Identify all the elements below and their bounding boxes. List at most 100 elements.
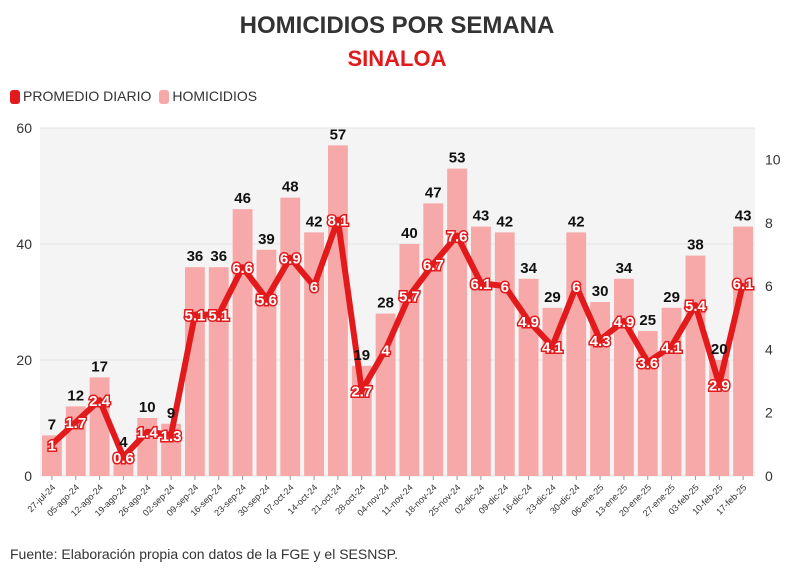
bar (542, 307, 563, 476)
line-data-label: 6.1 (470, 276, 491, 293)
y-left-tick-label: 60 (16, 120, 32, 136)
y-left-tick-label: 20 (16, 352, 32, 368)
bar (208, 267, 229, 476)
bar (566, 232, 587, 476)
y-right-tick-label: 4 (765, 341, 773, 357)
bar-data-label: 12 (67, 387, 84, 404)
bar (471, 226, 491, 476)
legend-item-bar: HOMICIDIOS (159, 88, 258, 105)
chart-subtitle: SINALOA (347, 46, 447, 71)
bar-data-label: 42 (306, 213, 323, 230)
bar (328, 145, 348, 476)
y-right-tick-label: 10 (765, 152, 781, 168)
bar-data-label: 29 (544, 289, 561, 306)
line-data-label: 6.7 (423, 257, 444, 274)
line-data-label: 4.1 (661, 339, 682, 356)
bar-data-label: 17 (91, 358, 108, 375)
y-right-tick-label: 0 (765, 468, 773, 484)
line-data-label: 6.9 (280, 251, 301, 268)
bar-data-label: 19 (353, 347, 370, 364)
bar (256, 249, 277, 476)
bar-data-label: 10 (139, 399, 156, 416)
bar-data-label: 36 (210, 248, 227, 265)
line-data-label: 6.1 (733, 276, 754, 293)
line-data-label: 5.1 (208, 308, 229, 325)
bar-data-label: 29 (663, 289, 680, 306)
bar-data-label: 34 (520, 260, 537, 277)
bar-data-label: 46 (234, 190, 251, 207)
bar-data-label: 57 (330, 126, 347, 143)
line-data-label: 4.9 (518, 314, 539, 331)
bar-data-label: 39 (258, 231, 275, 248)
bar (733, 226, 753, 476)
line-data-label: 4.9 (613, 314, 634, 331)
bar-data-label: 28 (377, 295, 394, 312)
line-data-label: 2.7 (351, 384, 372, 401)
bar-data-label: 38 (687, 237, 704, 254)
bar-data-label: 30 (592, 283, 609, 300)
bar-data-label: 40 (401, 225, 418, 242)
legend: PROMEDIO DIARIO HOMICIDIOS (10, 88, 258, 105)
bar-data-label: 42 (568, 213, 585, 230)
legend-item-line: PROMEDIO DIARIO (10, 88, 152, 105)
bar-data-label: 43 (473, 208, 490, 225)
bar-data-label: 43 (735, 208, 752, 225)
source-note: Fuente: Elaboración propia con datos de … (10, 546, 399, 562)
bar (423, 203, 444, 476)
bar-data-label: 47 (425, 184, 442, 201)
chart-title: HOMICIDIOS POR SEMANA (239, 12, 555, 39)
plot-area (40, 128, 755, 476)
bar (42, 435, 62, 476)
line-data-label: 5.7 (399, 289, 420, 306)
legend-label: HOMICIDIOS (172, 88, 258, 104)
line-data-label: 6 (572, 279, 580, 296)
line-data-label: 2.9 (709, 377, 730, 394)
line-data-label: 1.3 (161, 428, 182, 445)
line-data-label: 1.4 (137, 425, 159, 442)
y-right-tick-label: 8 (765, 215, 773, 231)
line-data-label: 4.1 (542, 339, 563, 356)
bar (709, 360, 730, 476)
bar-data-label: 9 (167, 405, 175, 422)
y-right-tick-label: 6 (765, 278, 773, 294)
line-series (49, 216, 747, 461)
line-data-label: 4.3 (590, 333, 611, 350)
line-data-label: 1 (48, 437, 56, 454)
bar (399, 244, 420, 476)
line-data-label: 0.6 (113, 450, 134, 467)
legend-swatch-line (10, 90, 20, 105)
legend-label: PROMEDIO DIARIO (23, 88, 152, 104)
bar-data-label: 25 (639, 312, 656, 329)
bar (614, 278, 634, 476)
line-data-label: 5.4 (685, 298, 707, 315)
bar (590, 302, 610, 476)
line-data-label: 6.6 (232, 260, 253, 277)
bar (232, 209, 253, 476)
bar-data-label: 48 (282, 179, 299, 196)
line-data-label: 5.1 (184, 308, 205, 325)
bar (685, 255, 706, 476)
y-left-tick-label: 40 (16, 236, 32, 252)
bar (113, 452, 134, 476)
line-data-label: 6 (310, 279, 318, 296)
bar-data-label: 34 (616, 260, 633, 277)
bar (280, 197, 301, 476)
bar (185, 267, 205, 476)
y-left-tick-label: 0 (24, 468, 32, 484)
bar-data-label: 7 (48, 416, 56, 433)
line-data-label: 1.7 (65, 415, 86, 432)
bar (637, 331, 658, 476)
bar (447, 168, 467, 476)
line-data-label: 8.1 (327, 213, 348, 230)
bar-data-label: 4 (119, 434, 128, 451)
bar (494, 232, 515, 476)
line-data-label: 2.4 (89, 393, 111, 410)
line-data-label: 4 (381, 342, 390, 359)
line-data-label: 3.6 (637, 355, 658, 372)
bar-data-label: 53 (449, 150, 466, 167)
bar-data-label: 42 (496, 213, 513, 230)
bar-data-label: 36 (187, 248, 204, 265)
line-data-label: 5.6 (256, 292, 277, 309)
line-data-label: 7.6 (447, 229, 468, 246)
